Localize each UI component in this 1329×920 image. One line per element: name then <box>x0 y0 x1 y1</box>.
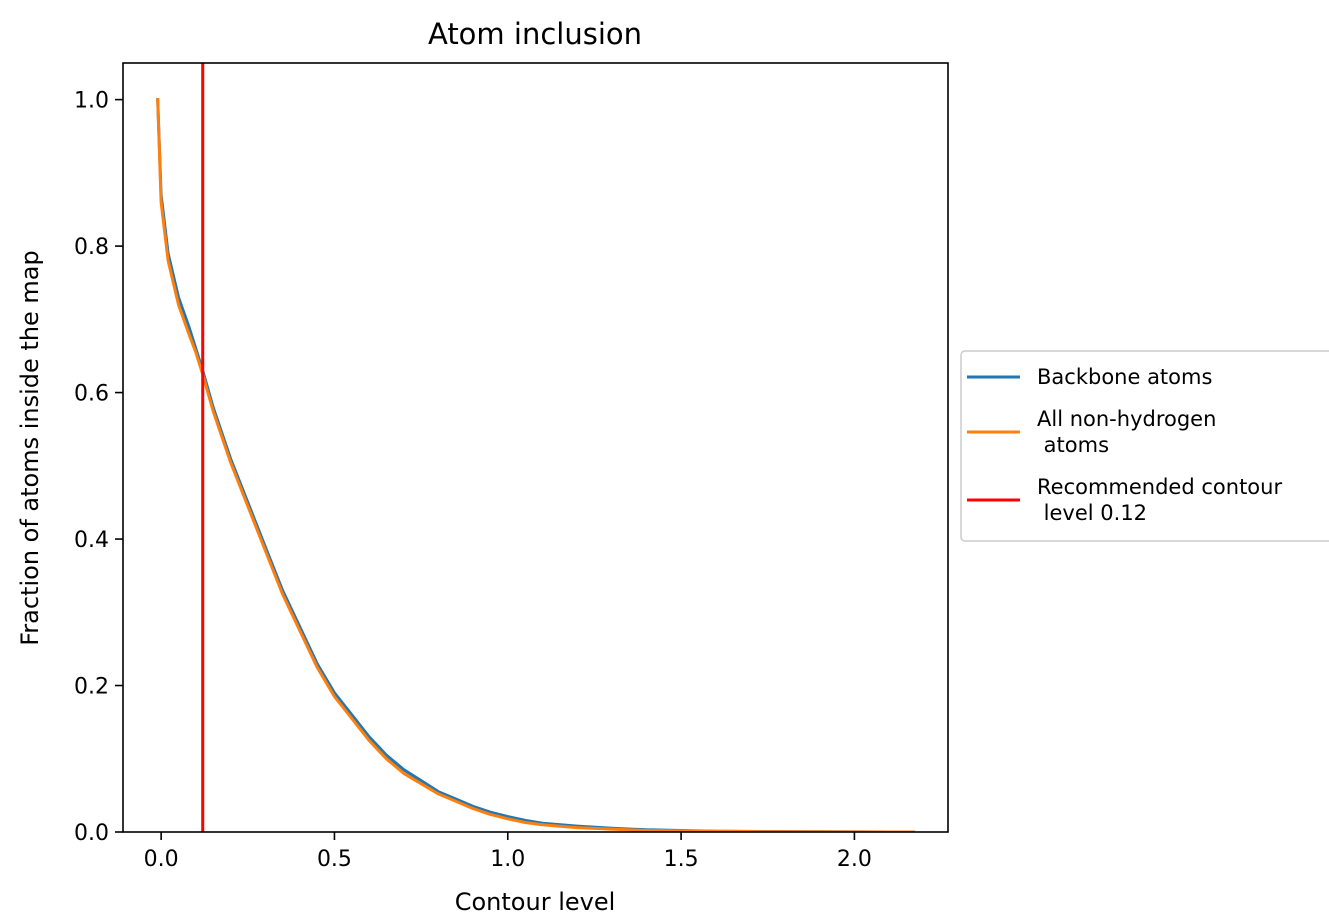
x-axis-label: Contour level <box>455 888 616 916</box>
legend-label: Backbone atoms <box>1037 365 1212 389</box>
chart-title: Atom inclusion <box>428 17 642 51</box>
legend-label: Recommended contour level 0.12 <box>1037 475 1282 525</box>
legend-frame <box>960 350 1329 542</box>
legend-label-line: All non-hydrogen <box>1037 407 1216 431</box>
plot-frame <box>122 62 949 833</box>
y-tick-label: 0.2 <box>74 675 109 700</box>
y-axis-label: Fraction of atoms inside the map <box>16 250 44 646</box>
legend-label-line: Recommended contour <box>1037 475 1282 499</box>
x-tick-label: 1.5 <box>664 847 699 872</box>
x-tick-label: 0.0 <box>144 847 179 872</box>
x-tick-label: 1.0 <box>490 847 525 872</box>
y-tick-label: 0.0 <box>74 821 109 846</box>
legend-label-line: atoms <box>1037 433 1109 457</box>
y-tick-label: 0.6 <box>74 382 109 407</box>
legend-label-line: level 0.12 <box>1037 501 1147 525</box>
y-tick-label: 0.8 <box>74 235 109 260</box>
series-line-non-hydrogen <box>156 98 915 832</box>
legend: Backbone atoms All non-hydrogen atoms Reco… <box>960 350 1329 542</box>
x-tick-label: 2.0 <box>837 847 872 872</box>
legend-label: All non-hydrogen atoms <box>1037 407 1216 457</box>
legend-label-line: Backbone atoms <box>1037 365 1212 389</box>
x-tick-label: 0.5 <box>317 847 352 872</box>
series-lines <box>156 63 915 832</box>
y-tick-label: 1.0 <box>74 89 109 114</box>
plot-area: 0.0 0.5 1.0 1.5 2.0 0.0 0.2 0.4 0.6 0.8 1.0 <box>74 62 949 872</box>
y-tick-label: 0.4 <box>74 528 109 553</box>
